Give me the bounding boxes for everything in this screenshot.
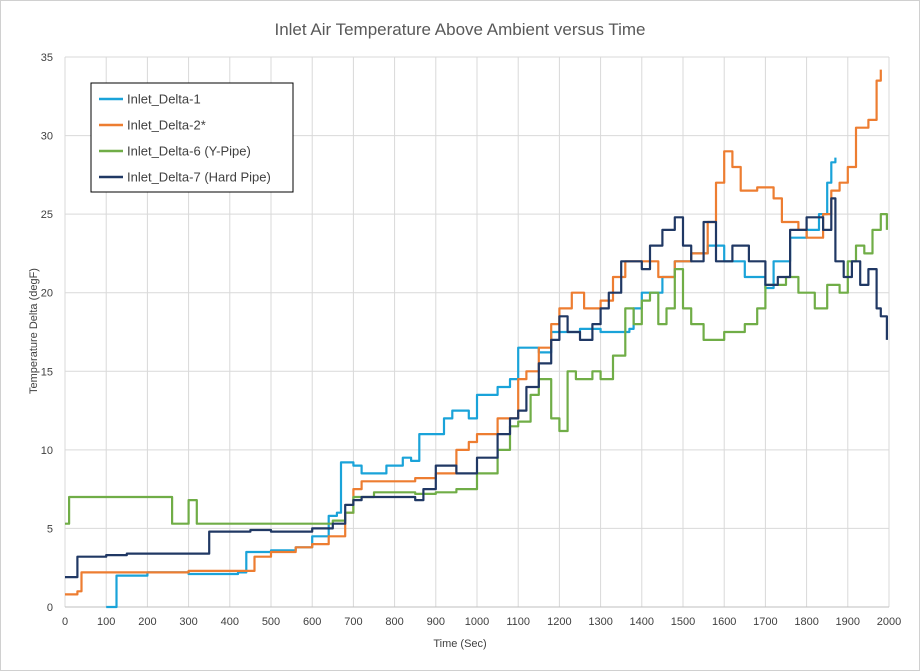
- y-axis-label: Temperature Delta (degF): [28, 268, 40, 394]
- legend: Inlet_Delta-1 Inlet_Delta-2* Inlet_Delta-6…: [90, 82, 294, 193]
- y-tick-label: 10: [41, 445, 53, 457]
- legend-entry-2: Inlet_Delta-2*: [127, 118, 206, 133]
- x-tick-label: 1100: [506, 616, 530, 628]
- x-axis-label: Time (Sec): [433, 638, 486, 650]
- series-line-2: [65, 69, 882, 596]
- series-layer: [65, 69, 888, 609]
- x-tick-label: 200: [138, 616, 156, 628]
- x-tick-label: 0: [62, 616, 68, 628]
- x-tick-label: 500: [262, 616, 280, 628]
- x-tick-label: 1500: [671, 616, 695, 628]
- x-tick-label: 1700: [753, 616, 777, 628]
- x-tick-label: 1900: [836, 616, 860, 628]
- y-tick-label: 5: [47, 523, 53, 535]
- x-tick-label: 1200: [547, 616, 571, 628]
- y-tick-label: 30: [41, 131, 53, 143]
- x-tick-label: 900: [427, 616, 445, 628]
- legend-entry-3: Inlet_Delta-6 (Y-Pipe): [127, 144, 251, 159]
- legend-entry-4: Inlet_Delta-7 (Hard Pipe): [127, 170, 271, 185]
- legend-entry-1: Inlet_Delta-1: [127, 92, 201, 107]
- legend-box: [90, 82, 294, 193]
- x-tick-label: 600: [303, 616, 321, 628]
- x-tick-label: 800: [385, 616, 403, 628]
- x-tick-label: 2000: [877, 616, 901, 628]
- x-tick-label: 400: [221, 616, 239, 628]
- x-tick-label: 1000: [465, 616, 489, 628]
- x-tick-label: 1400: [630, 616, 654, 628]
- x-tick-label: 700: [344, 616, 362, 628]
- chart-title: Inlet Air Temperature Above Ambient vers…: [274, 20, 645, 39]
- y-tick-label: 15: [41, 366, 53, 378]
- x-tick-label: 1300: [588, 616, 612, 628]
- y-tick-label: 20: [41, 288, 53, 300]
- series-line-4: [65, 197, 888, 579]
- y-tick-label: 0: [47, 602, 53, 614]
- axes: 0 100 200 300 400 500 600 700 800 900 1000 1100 1200…: [41, 52, 901, 628]
- x-tick-label: 1600: [712, 616, 736, 628]
- y-tick-label: 35: [41, 52, 53, 64]
- x-tick-label: 100: [97, 616, 115, 628]
- x-tick-label: 300: [179, 616, 197, 628]
- series-line-1: [106, 157, 837, 609]
- x-tick-label: 1800: [794, 616, 818, 628]
- y-tick-label: 25: [41, 209, 53, 221]
